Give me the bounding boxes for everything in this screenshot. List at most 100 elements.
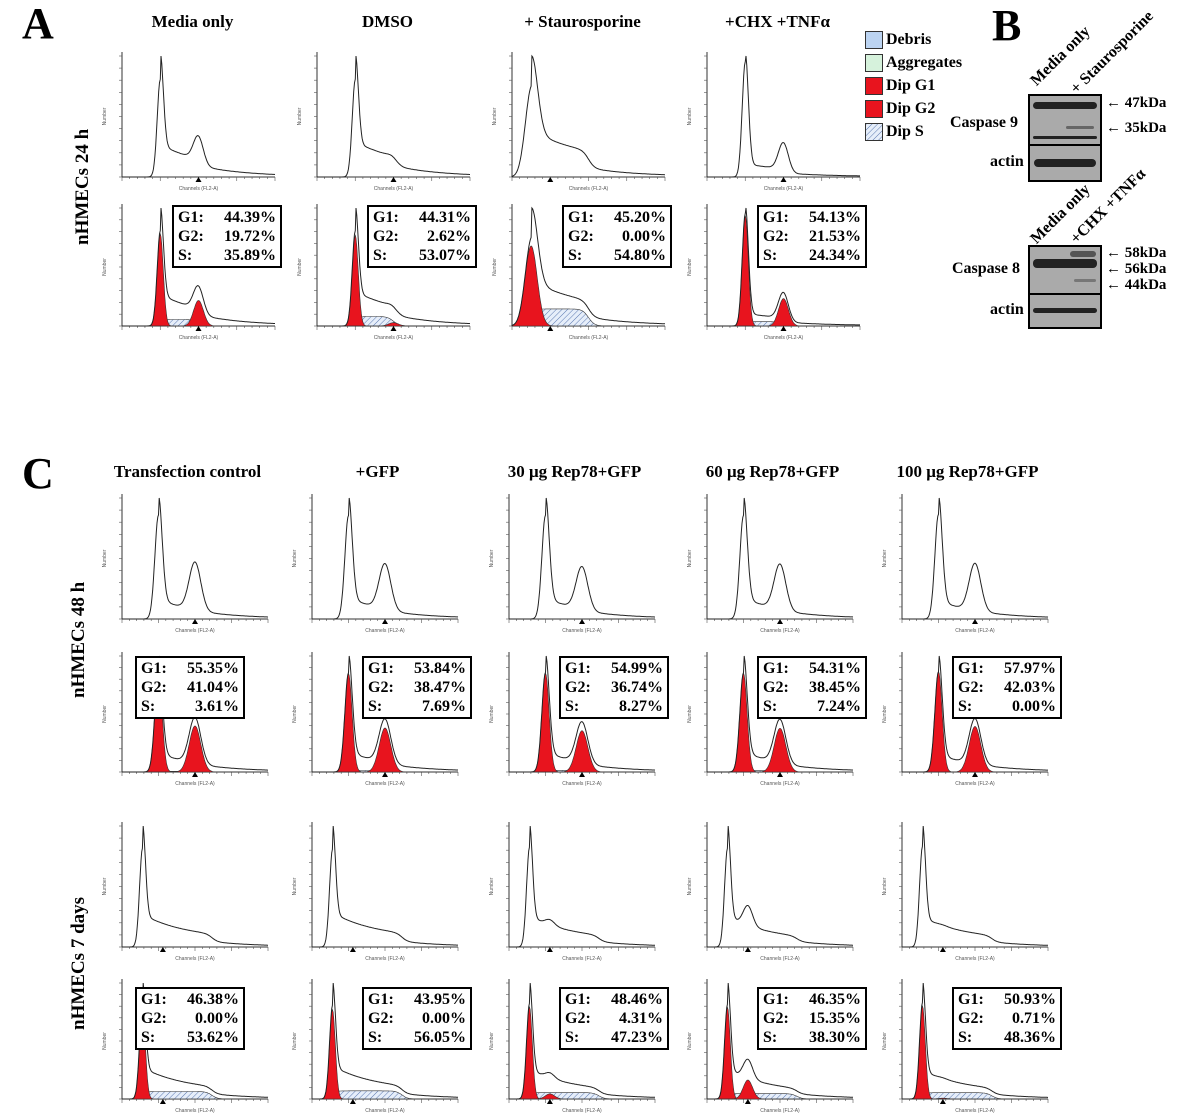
legend-item-debris: Debris <box>865 28 962 51</box>
stat-label: G2: <box>565 679 591 696</box>
row-label-24h: nHMECs 24 h <box>72 128 93 245</box>
stat-label: S: <box>141 1029 156 1046</box>
row-label-7d: nHMECs 7 days <box>68 896 89 1030</box>
dip-g1-area <box>511 245 665 327</box>
stat-label: G2: <box>763 1010 789 1027</box>
marker-icon <box>159 1099 166 1104</box>
marker-icon <box>390 177 397 182</box>
histogram-raw: Number Channels (FL2-A) <box>492 52 666 192</box>
stat-row-g1: G1: 50.93% <box>958 990 1056 1009</box>
y-axis-label: Number <box>492 258 498 276</box>
stat-value: 46.38% <box>187 991 239 1008</box>
stat-label: G2: <box>568 228 594 245</box>
stat-value: 36.74% <box>611 679 663 696</box>
marker-icon <box>579 619 585 624</box>
stats-box: G1: 54.99% G2: 36.74% S: 8.27% <box>559 656 669 719</box>
histogram-raw: Number Channels (FL2-A) <box>489 822 656 962</box>
marker-icon <box>349 947 356 952</box>
column-title: 60 μg Rep78+GFP <box>705 462 840 481</box>
stat-label: G1: <box>373 209 399 226</box>
stat-label: G2: <box>373 228 399 245</box>
stats-box: G1: 50.93% G2: 0.71% S: 48.36% <box>952 987 1062 1050</box>
stat-value: 54.31% <box>809 660 861 677</box>
stat-label: G2: <box>368 679 394 696</box>
stat-row-g1: G1: 46.38% <box>141 990 239 1009</box>
histogram-line <box>312 497 459 620</box>
stat-row-g2: G2: 21.53% <box>763 227 861 246</box>
stat-row-g1: G1: 44.31% <box>373 208 471 227</box>
y-axis-label: Number <box>882 549 888 567</box>
stat-value: 46.35% <box>809 991 861 1008</box>
column-title: Transfection control <box>113 462 262 481</box>
histogram-line <box>509 982 655 1100</box>
x-axis-label: Channels (FL2-A) <box>374 335 414 341</box>
panel-c-letter: C <box>22 449 54 498</box>
stat-value: 35.89% <box>224 247 276 264</box>
aggregates-swatch <box>865 53 883 72</box>
stat-label: S: <box>373 247 388 264</box>
stat-label: G1: <box>568 209 594 226</box>
marker-47kda: ← 47kDa <box>1106 95 1167 111</box>
histogram-raw: Number Channels (FL2-A) <box>102 494 269 634</box>
y-axis-label: Number <box>489 705 495 723</box>
histogram-line <box>509 655 656 773</box>
histogram-raw: Number Channels (FL2-A) <box>102 822 269 962</box>
column-title: 100 μg Rep78+GFP <box>896 462 1039 481</box>
stat-row-g1: G1: 45.20% <box>568 208 666 227</box>
stat-label: G1: <box>763 660 789 677</box>
histogram-raw: Number Channels (FL2-A) <box>882 494 1049 634</box>
stat-row-g2: G2: 0.00% <box>141 1009 239 1028</box>
stats-box: G1: 53.84% G2: 38.47% S: 7.69% <box>362 656 472 719</box>
y-axis-label: Number <box>687 705 693 723</box>
stat-label: G1: <box>368 991 394 1008</box>
histogram-line <box>312 982 458 1100</box>
stat-row-g2: G2: 42.03% <box>958 678 1056 697</box>
histogram-line <box>122 825 268 948</box>
marker-icon <box>939 1099 946 1104</box>
x-axis-label: Channels (FL2-A) <box>760 956 800 962</box>
stat-label: G1: <box>958 660 984 677</box>
histogram-fitted: Number Channels (FL2-A) <box>492 204 666 341</box>
stat-row-s: S: 56.05% <box>368 1028 466 1047</box>
y-axis-label: Number <box>102 258 108 276</box>
y-axis-label: Number <box>489 877 495 895</box>
marker-35kda: ← 35kDa <box>1106 120 1167 136</box>
dip-g2-area <box>902 726 1048 773</box>
stat-label: S: <box>763 698 778 715</box>
histogram-fitted: Number Channels (FL2-A) <box>687 979 854 1114</box>
marker-icon <box>972 772 978 777</box>
column-title: +CHX +TNFα <box>725 12 830 31</box>
stat-label: G1: <box>368 660 394 677</box>
marker-icon <box>546 947 553 952</box>
stats-box: G1: 54.31% G2: 38.45% S: 7.24% <box>757 656 867 719</box>
y-axis-label: Number <box>687 107 693 125</box>
legend-item-dip-g2: Dip G2 <box>865 97 962 120</box>
marker-icon <box>777 619 783 624</box>
histogram-line <box>707 207 860 327</box>
stat-value: 0.00% <box>195 1010 239 1027</box>
stat-label: S: <box>958 698 973 715</box>
x-axis-label: Channels (FL2-A) <box>365 781 405 787</box>
histogram-raw: Number Channels (FL2-A) <box>687 822 854 962</box>
stat-label: G2: <box>958 679 984 696</box>
histogram-fitted: Number Channels (FL2-A) <box>292 652 459 787</box>
y-axis-label: Number <box>292 1032 298 1050</box>
stat-label: S: <box>141 698 156 715</box>
stat-value: 0.00% <box>622 228 666 245</box>
blot-row-label: Caspase 8 <box>952 260 1021 277</box>
stat-value: 2.62% <box>427 228 471 245</box>
stats-box: G1: 57.97% G2: 42.03% S: 0.00% <box>952 656 1062 719</box>
stat-value: 57.97% <box>1004 660 1056 677</box>
histogram-line <box>707 825 853 948</box>
histogram-line <box>707 55 860 178</box>
y-axis-label: Number <box>297 258 303 276</box>
stat-row-s: S: 54.80% <box>568 246 666 265</box>
legend-label: Aggregates <box>886 53 963 71</box>
marker-icon <box>780 177 787 182</box>
histogram-fitted: Number Channels (FL2-A) <box>882 652 1049 787</box>
y-axis-label: Number <box>102 549 108 567</box>
stat-label: S: <box>178 247 193 264</box>
y-axis-label: Number <box>882 705 888 723</box>
lane-label: + Staurosporine <box>1067 7 1157 98</box>
